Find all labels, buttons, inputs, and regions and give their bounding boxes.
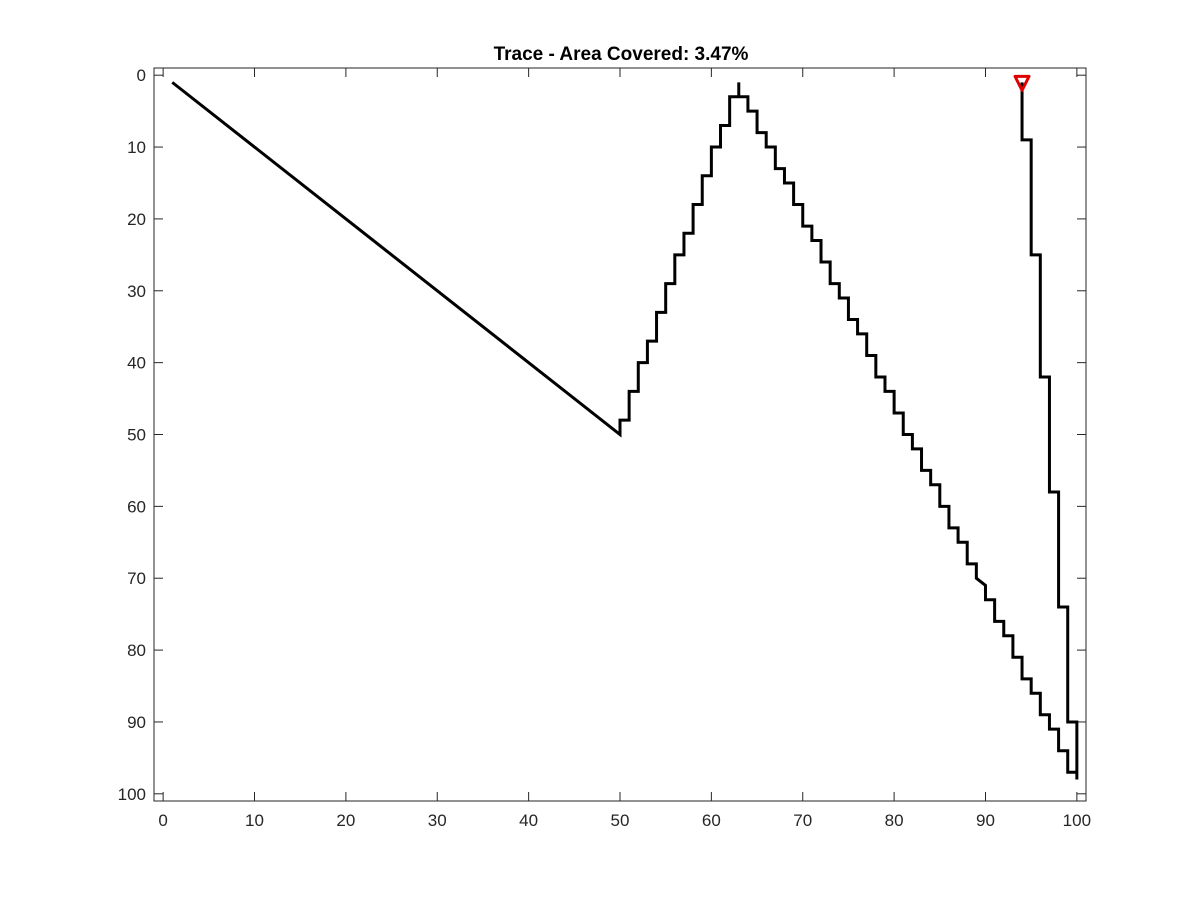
x-tick-label: 20 <box>336 811 355 830</box>
chart-title: Trace - Area Covered: 3.47% <box>494 44 749 65</box>
x-tick-label: 100 <box>1063 811 1091 830</box>
x-tick-label: 0 <box>158 811 167 830</box>
y-tick-label: 100 <box>118 785 146 804</box>
x-tick-label: 10 <box>245 811 264 830</box>
trace-line-1 <box>171 81 1079 780</box>
y-tick-label: 20 <box>127 210 146 229</box>
end-marker-triangle <box>1013 74 1031 92</box>
y-tick-label: 0 <box>137 66 146 85</box>
y-tick-label: 70 <box>127 569 146 588</box>
x-tick-label: 90 <box>976 811 995 830</box>
y-tick-label: 30 <box>127 282 146 301</box>
marker-layer <box>1013 74 1031 92</box>
x-tick-label: 80 <box>885 811 904 830</box>
y-tick-label: 10 <box>127 138 146 157</box>
x-tick-label: 50 <box>611 811 630 830</box>
y-tick-label: 60 <box>127 497 146 516</box>
x-tick-label: 60 <box>702 811 721 830</box>
x-tick-label: 30 <box>428 811 447 830</box>
y-tick-label: 80 <box>127 641 146 660</box>
series-layer <box>171 81 1079 780</box>
y-axis: 0 10 20 30 40 50 60 70 80 90 100 <box>118 66 1086 804</box>
y-tick-label: 50 <box>127 426 146 445</box>
x-tick-label: 40 <box>519 811 538 830</box>
y-tick-label: 90 <box>127 713 146 732</box>
y-tick-label: 40 <box>127 354 146 373</box>
x-axis: 0 10 20 30 40 50 60 70 80 90 100 <box>158 68 1091 830</box>
x-tick-label: 70 <box>793 811 812 830</box>
